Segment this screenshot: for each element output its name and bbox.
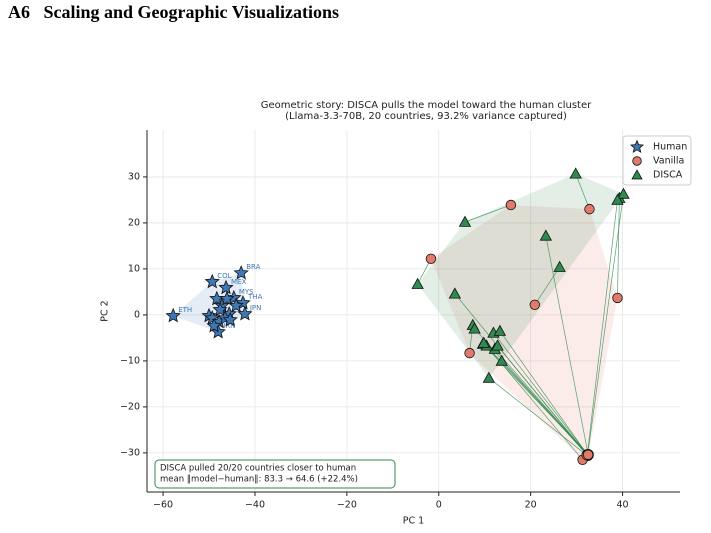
star-marker bbox=[165, 307, 181, 323]
section-heading: A6 Scaling and Geographic Visualizations bbox=[8, 2, 339, 23]
annotation-text: mean ‖model−human‖: 83.3 → 64.6 (+22.4%) bbox=[160, 475, 358, 485]
star-marker bbox=[222, 311, 238, 327]
shift-line bbox=[499, 330, 589, 456]
x-axis-label: PC 1 bbox=[403, 516, 424, 527]
chart-title: Geometric story: DISCA pulls the model t… bbox=[261, 100, 592, 111]
star-marker bbox=[206, 317, 222, 333]
y-tick-label: −30 bbox=[120, 447, 140, 458]
star-marker bbox=[219, 290, 235, 306]
x-tick-label: −20 bbox=[337, 500, 357, 511]
triangle-marker bbox=[539, 229, 553, 241]
triangle-marker bbox=[631, 169, 643, 180]
point-label: MEX bbox=[231, 278, 246, 286]
point-label: IRN bbox=[223, 322, 235, 330]
shift-line bbox=[617, 198, 620, 298]
point-label: ETH bbox=[178, 306, 192, 314]
legend-label: DISCA bbox=[653, 170, 683, 181]
x-tick-label: −60 bbox=[153, 500, 173, 511]
triangle-marker bbox=[569, 167, 582, 179]
triangle-marker bbox=[477, 336, 490, 348]
y-axis-label: PC 2 bbox=[100, 300, 111, 321]
shift-line bbox=[534, 266, 560, 305]
triangle-marker bbox=[411, 277, 424, 289]
x-tick-label: 40 bbox=[617, 500, 629, 511]
triangle-marker bbox=[611, 193, 624, 205]
y-tick-label: 0 bbox=[134, 309, 140, 320]
point-label: JPN bbox=[249, 304, 262, 312]
shift-line bbox=[464, 204, 512, 223]
section-title: Scaling and Geographic Visualizations bbox=[43, 2, 340, 22]
circle-marker bbox=[425, 253, 437, 264]
circle-marker bbox=[632, 156, 642, 166]
y-tick-label: 20 bbox=[128, 217, 140, 228]
star-marker bbox=[212, 301, 228, 317]
circle-marker bbox=[464, 347, 475, 359]
annotation-box bbox=[154, 459, 396, 489]
shift-line bbox=[587, 193, 624, 455]
point-label: MYS bbox=[239, 288, 254, 296]
point-label: COL bbox=[217, 272, 231, 280]
shift-line bbox=[493, 332, 588, 455]
chart-title: (Llama-3.3-70B, 20 countries, 93.2% vari… bbox=[285, 111, 567, 122]
star-marker bbox=[218, 279, 234, 295]
circle-marker bbox=[529, 299, 541, 310]
y-tick-label: −20 bbox=[120, 401, 140, 412]
triangle-marker bbox=[458, 215, 472, 227]
star-marker bbox=[233, 265, 249, 280]
triangle-marker bbox=[617, 187, 630, 199]
triangle-marker bbox=[493, 324, 507, 336]
circle-marker bbox=[584, 203, 595, 215]
shift-line bbox=[586, 199, 618, 456]
point-label: BRA bbox=[246, 263, 260, 271]
circle-marker bbox=[582, 449, 594, 460]
triangle-marker bbox=[553, 260, 566, 272]
legend-label: Vanilla bbox=[653, 156, 684, 167]
cluster-hull bbox=[430, 204, 618, 460]
point-label: THA bbox=[247, 293, 263, 301]
section-number: A6 bbox=[8, 2, 30, 22]
triangle-marker bbox=[468, 322, 481, 334]
annotation-text: DISCA pulled 20/20 countries closer to h… bbox=[160, 464, 356, 474]
shift-line bbox=[575, 173, 590, 210]
triangle-marker bbox=[482, 371, 496, 383]
x-tick-label: −40 bbox=[245, 500, 265, 511]
shift-line bbox=[488, 377, 587, 456]
triangle-marker bbox=[495, 354, 508, 366]
x-tick-label: 0 bbox=[436, 500, 442, 511]
triangle-marker bbox=[491, 339, 504, 351]
star-marker bbox=[204, 273, 220, 289]
y-tick-label: −10 bbox=[120, 355, 140, 366]
x-tick-label: 20 bbox=[525, 500, 537, 511]
y-tick-label: 10 bbox=[128, 263, 140, 274]
circle-marker bbox=[612, 292, 623, 304]
shift-line bbox=[545, 235, 589, 455]
legend-label: Human bbox=[653, 142, 687, 153]
circle-marker bbox=[505, 199, 517, 211]
y-tick-label: 30 bbox=[128, 171, 140, 182]
shift-line bbox=[501, 360, 589, 455]
star-marker bbox=[237, 305, 253, 321]
triangle-marker bbox=[448, 287, 462, 299]
star-marker bbox=[630, 139, 644, 153]
